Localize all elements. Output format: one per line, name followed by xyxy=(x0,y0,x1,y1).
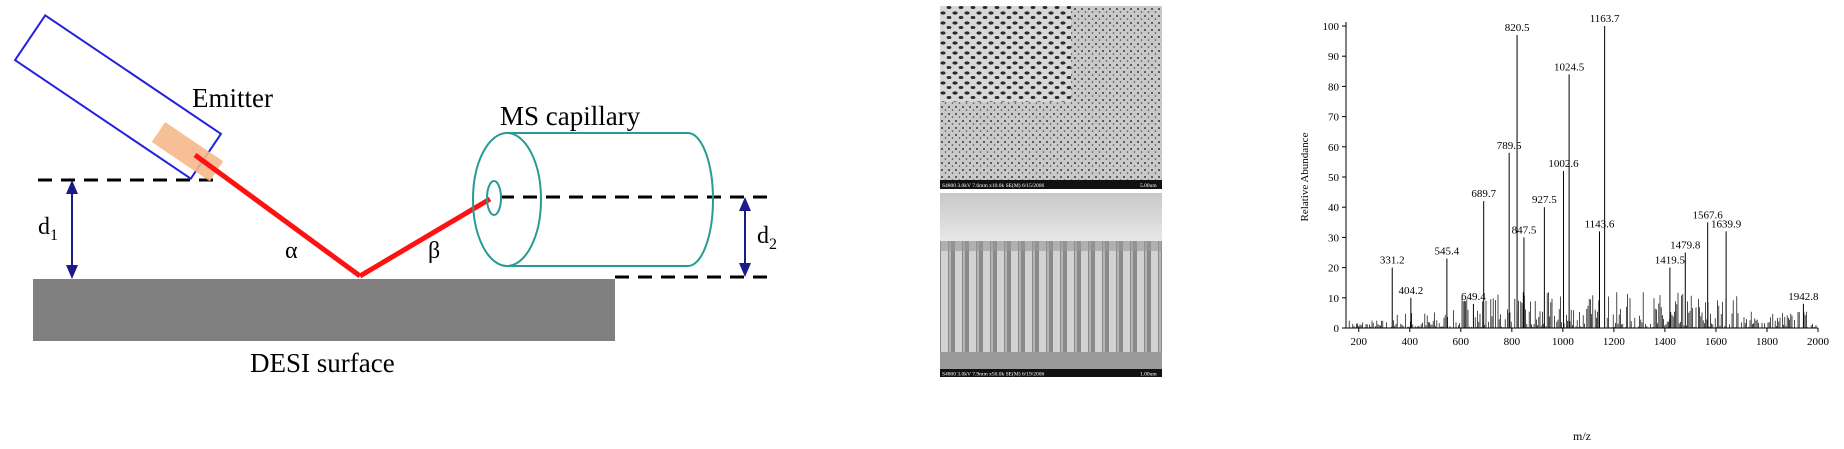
peak-label: 1479.8 xyxy=(1670,240,1701,252)
peak-label: 1024.5 xyxy=(1554,61,1585,73)
sem-top-scale: 5.00um xyxy=(1140,183,1157,189)
peak-label: 1639.9 xyxy=(1711,218,1742,230)
desi-surface-block xyxy=(33,279,615,341)
y-tick-label: 20 xyxy=(1328,263,1340,275)
peak-label: 1002.6 xyxy=(1548,158,1579,170)
y-tick-label: 70 xyxy=(1328,112,1340,124)
noise-trace xyxy=(1348,292,1818,328)
x-tick-label: 400 xyxy=(1402,336,1419,348)
d2-subscript: 2 xyxy=(769,236,777,253)
beta-label: β xyxy=(428,238,440,264)
x-tick-label: 1400 xyxy=(1654,336,1677,348)
peak-label: 1419.5 xyxy=(1655,255,1686,267)
x-tick-label: 2000 xyxy=(1807,336,1830,348)
x-tick-label: 200 xyxy=(1351,336,1368,348)
x-tick-label: 800 xyxy=(1504,336,1521,348)
y-tick-label: 0 xyxy=(1334,323,1340,335)
y-tick-label: 90 xyxy=(1328,51,1340,63)
peak-series xyxy=(1391,26,1804,328)
y-tick-label: 30 xyxy=(1328,232,1340,244)
x-axis-label: m/z xyxy=(1573,429,1591,443)
sem-bottom-caption: S4800 3.0kV 7.9mm x50.0k SE(M) 6/19/2006 xyxy=(942,371,1045,378)
x-tick-label: 1800 xyxy=(1756,336,1779,348)
peak-label: 1143.6 xyxy=(1585,218,1615,230)
baseline-noise xyxy=(1348,292,1818,328)
peak-label: 331.2 xyxy=(1380,255,1405,267)
x-tick-label: 1600 xyxy=(1705,336,1728,348)
alpha-label: α xyxy=(285,238,298,264)
mass-spectrum-chart: 0 10 20 30 40 50 60 70 80 90 100 200 400 600 800 1000 12… xyxy=(1299,13,1830,443)
peak-label: 847.5 xyxy=(1512,224,1537,236)
peak-label: 545.4 xyxy=(1435,246,1460,258)
d1-subscript: 1 xyxy=(50,227,58,244)
y-tick-label: 100 xyxy=(1323,21,1340,33)
sem-bottom-scale: 1.00um xyxy=(1140,372,1157,378)
d1-letter: d xyxy=(38,214,50,240)
sem-cross-section-image: S4800 3.0kV 7.9mm x50.0k SE(M) 6/19/2006… xyxy=(940,193,1162,378)
incident-beam xyxy=(193,152,362,279)
peak-label: 649.4 xyxy=(1461,291,1486,303)
peak-label: 1942.8 xyxy=(1788,291,1819,303)
d1-arrow xyxy=(66,180,78,279)
peak-label: 1163.7 xyxy=(1590,13,1620,25)
d1-label: d1 xyxy=(38,214,58,244)
peak-label: 820.5 xyxy=(1505,22,1530,34)
y-tick-label: 10 xyxy=(1328,293,1340,305)
x-tick-label: 1200 xyxy=(1603,336,1626,348)
y-tick-label: 40 xyxy=(1328,202,1340,214)
reflected-beam xyxy=(358,196,492,279)
peak-label: 1567.6 xyxy=(1693,209,1724,221)
sem-images: S4800 3.0kV 7.6mm x10.0k SE(M) 6/15/2006… xyxy=(940,6,1162,378)
ms-capillary xyxy=(472,132,714,267)
spray-plume xyxy=(151,122,224,182)
y-tick-label: 50 xyxy=(1328,172,1340,184)
peak-label: 789.5 xyxy=(1497,140,1522,152)
ms-capillary-label: MS capillary xyxy=(500,101,641,131)
desi-surface-label: DESI surface xyxy=(250,348,395,378)
d2-letter: d xyxy=(757,223,769,249)
d2-label: d2 xyxy=(757,223,777,253)
y-axis-label: Relative Abundance xyxy=(1299,132,1311,221)
x-tick-label: 1000 xyxy=(1552,336,1575,348)
x-tick-label: 600 xyxy=(1453,336,1470,348)
peak-labels: 331.2 404.2 545.4 649.4 689.7 789.5 820.5 847.5… xyxy=(1380,13,1819,303)
d2-arrow xyxy=(739,197,751,277)
peak-label: 689.7 xyxy=(1471,188,1496,200)
peak-label: 404.2 xyxy=(1398,285,1423,297)
peak-label: 927.5 xyxy=(1532,194,1557,206)
sem-top-view-image: S4800 3.0kV 7.6mm x10.0k SE(M) 6/15/2006… xyxy=(940,6,1162,189)
sem-top-caption: S4800 3.0kV 7.6mm x10.0k SE(M) 6/15/2006 xyxy=(942,182,1045,189)
desi-diagram: Emitter MS capillary DESI surface α β d1… xyxy=(13,13,777,378)
emitter-label: Emitter xyxy=(192,83,273,113)
y-tick-label: 60 xyxy=(1328,142,1340,154)
y-tick-label: 80 xyxy=(1328,81,1340,93)
